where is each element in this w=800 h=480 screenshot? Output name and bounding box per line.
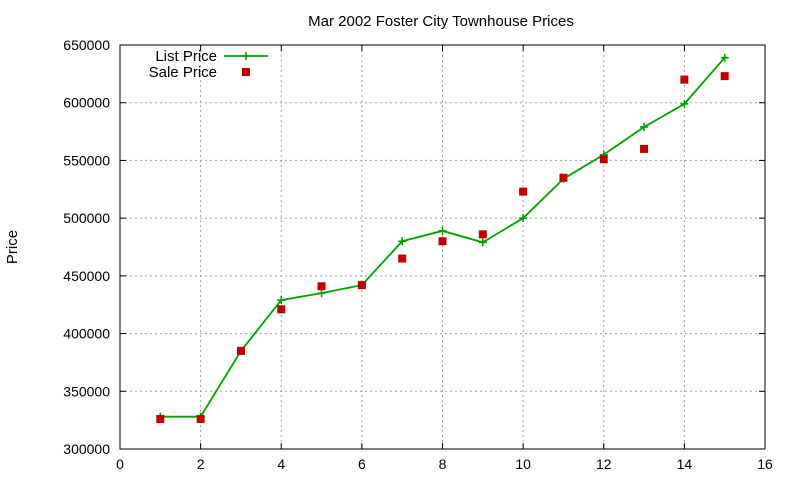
y-tick-label: 350000 bbox=[63, 383, 110, 399]
list-price-point bbox=[438, 226, 447, 235]
list-price-point bbox=[720, 53, 729, 62]
x-tick-label: 12 bbox=[596, 456, 612, 472]
x-tick-label: 0 bbox=[116, 456, 124, 472]
y-tick-label: 450000 bbox=[63, 268, 110, 284]
sale-price-point bbox=[156, 414, 165, 423]
sale-price-point bbox=[236, 346, 245, 355]
grid bbox=[120, 45, 765, 449]
x-tick-label: 2 bbox=[197, 456, 205, 472]
y-tick-label: 650000 bbox=[63, 37, 110, 53]
y-tick-label: 300000 bbox=[63, 441, 110, 457]
sale-price-point bbox=[438, 237, 447, 246]
legend-label: Sale Price bbox=[149, 64, 217, 81]
sale-price-point bbox=[640, 144, 649, 153]
sale-price-point bbox=[559, 173, 568, 182]
list-price-point bbox=[478, 238, 487, 247]
sale-price-point bbox=[599, 155, 608, 164]
sale-price-point bbox=[519, 187, 528, 196]
x-tick-label: 8 bbox=[439, 456, 447, 472]
sale-price-point bbox=[478, 230, 487, 239]
x-tick-label: 16 bbox=[757, 456, 773, 472]
sale-price-point bbox=[357, 281, 366, 290]
legend-plus-sample bbox=[242, 52, 250, 60]
legend-label: List Price bbox=[155, 48, 217, 65]
x-tick-label: 4 bbox=[277, 456, 285, 472]
sale-price-point bbox=[680, 75, 689, 84]
y-tick-label: 400000 bbox=[63, 326, 110, 342]
sale-price-point bbox=[317, 282, 326, 291]
x-tick-label: 14 bbox=[677, 456, 693, 472]
series bbox=[156, 53, 729, 423]
y-tick-label: 500000 bbox=[63, 210, 110, 226]
sale-price-point bbox=[277, 305, 286, 314]
sale-price-point bbox=[196, 414, 205, 423]
list-price-point bbox=[398, 237, 407, 246]
x-tick-label: 6 bbox=[358, 456, 366, 472]
sale-price-point bbox=[720, 72, 729, 81]
x-tick-label: 10 bbox=[515, 456, 531, 472]
y-axis-label: Price bbox=[4, 230, 21, 264]
y-tick-label: 550000 bbox=[63, 152, 110, 168]
list-price-point bbox=[317, 289, 326, 298]
y-tick-label: 600000 bbox=[63, 95, 110, 111]
list-price-point bbox=[680, 99, 689, 108]
list-price-point bbox=[640, 122, 649, 131]
sale-price-point bbox=[398, 254, 407, 263]
axis-ticks: 0 2 4 6 8 10 12 14 16 300000 350000 400000 450000 500… bbox=[63, 37, 773, 472]
list-price-point bbox=[519, 214, 528, 223]
chart-title: Mar 2002 Foster City Townhouse Prices bbox=[308, 13, 574, 30]
list-price-point bbox=[277, 296, 286, 305]
legend-square-sample bbox=[242, 68, 250, 76]
